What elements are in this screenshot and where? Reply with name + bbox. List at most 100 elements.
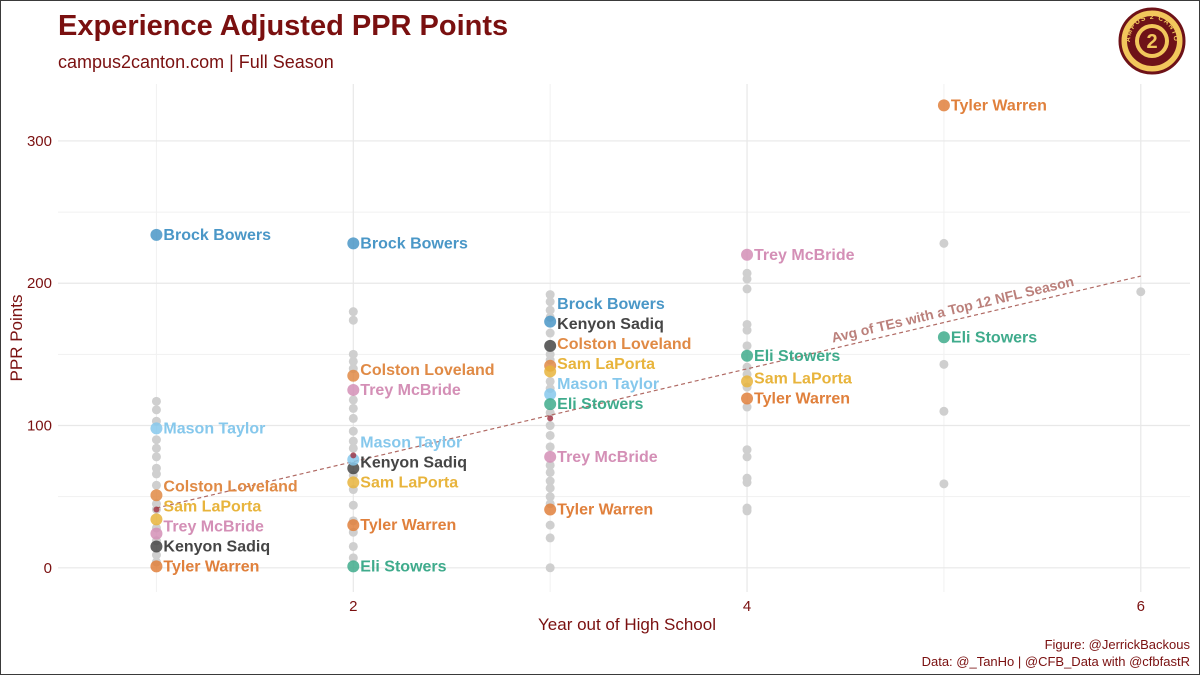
player-point-eli-stowers [347, 560, 360, 573]
player-label-mason-taylor: Mason Taylor [360, 434, 462, 451]
player-points: Tyler Warren Kenyon Sadiq Trey McBride Sam … [150, 97, 1047, 575]
player-label-brock-bowers: Brock Bowers [163, 227, 271, 244]
chart-subtitle: campus2canton.com | Full Season [58, 52, 334, 72]
axis-tick-labels: 2 4 6 0 100 200 300 [27, 133, 1145, 615]
player-label-eli-stowers: Eli Stowers [951, 329, 1037, 346]
player-label-sam-laporta: Sam LaPorta [557, 356, 655, 373]
background-point [151, 396, 161, 406]
background-point [545, 421, 555, 431]
background-point [742, 325, 752, 335]
background-point [545, 430, 555, 440]
player-point-sam-laporta [347, 476, 360, 489]
player-label-trey-mcbride: Trey McBride [360, 382, 461, 399]
player-label-kenyon-sadiq: Kenyon Sadiq [557, 316, 664, 333]
x-tick-label: 6 [1137, 598, 1145, 615]
player-label-eli-stowers: Eli Stowers [557, 396, 643, 413]
player-label-tyler-warren: Tyler Warren [951, 97, 1047, 114]
background-point [348, 395, 358, 405]
player-label-eli-stowers: Eli Stowers [360, 558, 446, 575]
background-point [545, 442, 555, 452]
background-point [939, 406, 949, 416]
player-label-sam-laporta: Sam LaPorta [754, 370, 852, 387]
background-point [151, 405, 161, 415]
background-point [545, 328, 555, 338]
background-point [348, 443, 358, 453]
background-point [545, 376, 555, 386]
player-point-trey-mcbride [347, 383, 360, 396]
background-point [348, 541, 358, 551]
logo-mark: 2 [1146, 31, 1157, 53]
player-point-mason-taylor [347, 453, 360, 466]
background-point [545, 290, 555, 300]
caption-figure-credit: Figure: @JerrickBackous [1044, 637, 1190, 652]
background-point [348, 413, 358, 423]
y-tick-label: 300 [27, 133, 52, 150]
background-point [545, 460, 555, 470]
player-point-tyler-warren [937, 99, 950, 112]
background-point [939, 359, 949, 369]
dark-mark-point [350, 452, 357, 459]
dark-mark-point [153, 506, 160, 513]
background-point [151, 480, 161, 490]
background-point [348, 315, 358, 325]
background-point [742, 341, 752, 351]
y-tick-label: 0 [44, 560, 52, 577]
player-point-trey-mcbride [544, 450, 557, 463]
player-point-mason-taylor [544, 388, 557, 401]
player-label-tyler-warren: Tyler Warren [163, 558, 259, 575]
background-point [545, 520, 555, 530]
background-point [348, 426, 358, 436]
caption-data-credit: Data: @_TanHo | @CFB_Data with @cfbfastR [921, 654, 1190, 669]
player-point-trey-mcbride [741, 248, 754, 261]
player-label-sam-laporta: Sam LaPorta [163, 498, 261, 515]
trend-line [156, 275, 1141, 509]
x-tick-label: 4 [743, 598, 751, 615]
player-point-tyler-warren [544, 503, 557, 516]
background-point [348, 403, 358, 413]
player-point-colston-loveland [150, 489, 163, 502]
background-point [151, 443, 161, 453]
background-point [545, 467, 555, 477]
background-point [545, 297, 555, 307]
x-tick-label: 2 [349, 598, 357, 615]
player-label-eli-stowers: Eli Stowers [754, 348, 840, 365]
player-point-brock-bowers [347, 237, 360, 250]
background-points [151, 238, 1146, 573]
player-label-colston-loveland: Colston Loveland [557, 336, 691, 353]
player-label-trey-mcbride: Trey McBride [163, 518, 264, 535]
player-label-mason-taylor: Mason Taylor [557, 376, 659, 393]
player-point-eli-stowers [544, 398, 557, 411]
background-point [545, 563, 555, 573]
background-point [151, 550, 161, 560]
y-tick-label: 100 [27, 418, 52, 435]
player-point-colston-loveland [347, 369, 360, 382]
background-point [742, 274, 752, 284]
background-point [939, 238, 949, 248]
player-label-colston-loveland: Colston Loveland [360, 362, 494, 379]
background-point [348, 436, 358, 446]
background-point [348, 307, 358, 317]
player-point-sam-laporta [544, 365, 557, 378]
player-point-sam-laporta [741, 375, 754, 388]
player-label-kenyon-sadiq: Kenyon Sadiq [163, 538, 270, 555]
background-point [545, 305, 555, 315]
background-point [742, 477, 752, 487]
x-axis-label: Year out of High School [538, 615, 716, 634]
background-point [545, 483, 555, 493]
player-point-kenyon-sadiq [150, 540, 163, 553]
player-label-sam-laporta: Sam LaPorta [360, 474, 458, 491]
player-label-colston-loveland: Colston Loveland [163, 478, 297, 495]
background-point [545, 492, 555, 502]
player-label-kenyon-sadiq: Kenyon Sadiq [360, 454, 467, 471]
background-point [151, 469, 161, 479]
background-point [348, 349, 358, 359]
player-label-brock-bowers: Brock Bowers [360, 235, 468, 252]
chart-title: Experience Adjusted PPR Points [58, 10, 509, 42]
player-point-eli-stowers [937, 331, 950, 344]
background-point [742, 506, 752, 516]
background-point [939, 479, 949, 489]
background-point [742, 284, 752, 294]
player-point-kenyon-sadiq [347, 462, 360, 475]
